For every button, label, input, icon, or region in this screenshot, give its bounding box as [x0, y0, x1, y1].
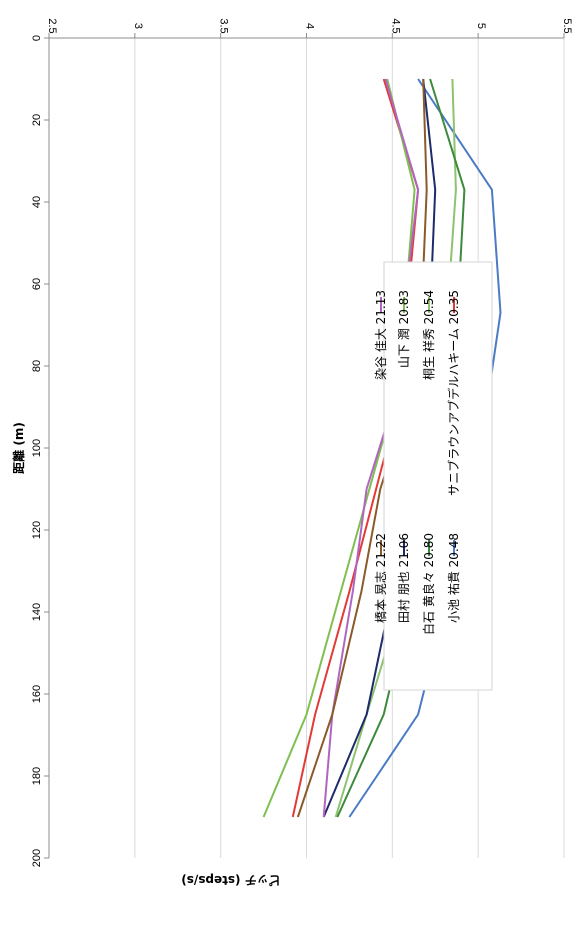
x-tick-label: 120 [31, 521, 43, 539]
x-tick-label: 60 [31, 278, 43, 290]
y-tick-labels: 2.5 3 3.5 4 4.5 5 5.5 [46, 18, 573, 33]
y-tick-label: 3 [132, 23, 144, 29]
legend-label: 染谷 佳大 21.13 [373, 290, 388, 380]
x-tick-label: 200 [31, 849, 43, 867]
y-tick-label: 5 [475, 23, 487, 29]
legend-label: サニブラウンアブデルハキーム 20.35 [446, 290, 461, 496]
y-axis-title: ピッチ (steps/s) [181, 873, 280, 887]
y-tick-label: 4 [304, 23, 316, 29]
x-tick-labels: 0 20 40 60 80 100 120 140 160 180 200 [31, 35, 43, 867]
y-tick-label: 2.5 [46, 18, 58, 33]
x-tick-label: 20 [31, 114, 43, 126]
legend-label: 桐生 祥秀 20.54 [422, 290, 436, 380]
x-axis-title: 距離 (m) [11, 422, 26, 474]
y-tick-label: 5.5 [561, 18, 573, 33]
x-tick-label: 100 [31, 439, 43, 457]
legend-label: 田村 朋也 21.06 [397, 533, 411, 623]
x-tick-label: 160 [31, 685, 43, 703]
legend-box [383, 261, 493, 691]
x-tick-label: 80 [31, 360, 43, 372]
y-tick-label: 4.5 [389, 18, 401, 33]
legend-label: 小池 祐貴 20.48 [447, 533, 461, 623]
y-ticks [48, 33, 565, 38]
x-tick-label: 0 [31, 35, 43, 41]
legend: サニブラウンアブデルハキーム 20.35 小池 祐貴 20.48 桐生 祥秀 20.… [373, 290, 461, 635]
legend-label: 山下 潤 20.83 [397, 290, 411, 368]
legend-label: 白石 黄良々 20.80 [421, 533, 436, 635]
x-tick-label: 180 [31, 767, 43, 785]
y-tick-label: 3.5 [218, 18, 230, 33]
legend-label: 橋本 晃志 21.22 [374, 533, 388, 623]
x-tick-label: 140 [31, 603, 43, 621]
x-ticks [44, 37, 49, 859]
x-tick-label: 40 [31, 196, 43, 208]
